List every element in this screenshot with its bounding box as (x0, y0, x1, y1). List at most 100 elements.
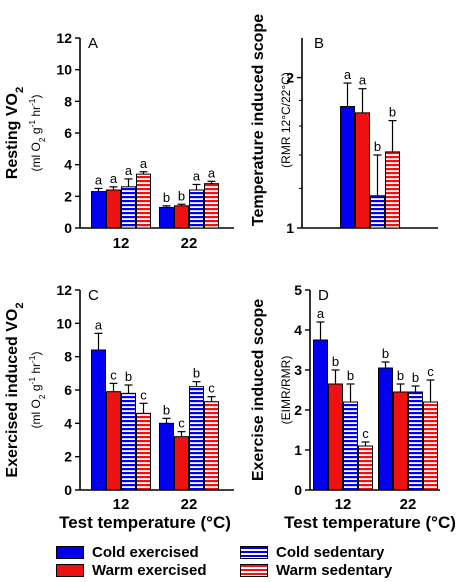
panel-c-ytick-label: 8 (64, 349, 72, 365)
panel-a-ytick-label: 2 (64, 188, 72, 204)
panel-a-letter-warm-exercised: b (178, 188, 185, 203)
panel-b-bar-cold-sedentary (370, 195, 385, 229)
panel-c-letter-cold-sedentary: b (193, 366, 200, 381)
panel-c-bar-cold-exercised (91, 349, 106, 491)
legend-swatch-warm-exercised (56, 563, 84, 577)
panel-c-bar-warm-exercised (106, 391, 121, 491)
panel-a-bar-warm-exercised (174, 205, 189, 229)
panel-c-bar-warm-sedentary (136, 412, 151, 491)
legend-item-cold-sedentary: Cold sedentary (240, 542, 384, 562)
panel-c-letter-warm-exercised: c (178, 416, 185, 431)
panel-a-ylabel: Resting VO2 (4, 87, 26, 179)
panel-d-ytick-label: 0 (294, 482, 302, 498)
panel-b-ylabel: Temperature induced scope (250, 14, 267, 226)
panel-d-bar-warm-exercised (393, 391, 408, 491)
panel-a-letter-warm-exercised: a (110, 171, 118, 186)
panel-b-bar-warm-exercised (355, 112, 370, 229)
panel-a-bar-cold-exercised (91, 191, 106, 229)
panel-b-ytick-label: 1 (286, 220, 294, 236)
panel-c-xlabel: Test temperature (°C) (59, 513, 231, 532)
panel-c-ylabel: Exercised induced VO2 (4, 302, 26, 477)
panel-a-letter-cold-exercised: b (163, 190, 170, 205)
panel-d-letter-cold-exercised: b (382, 346, 389, 361)
panel-d-xtick-label: 22 (400, 496, 417, 513)
panel-a-letter-warm-sedentary: a (140, 156, 148, 171)
panel-a-ytick-label: 8 (64, 93, 72, 109)
panel-b-ytick-label: 2 (286, 70, 294, 86)
panel-d-letter: D (318, 287, 329, 304)
panel-a-bar-cold-exercised (159, 206, 174, 229)
legend-item-warm-sedentary: Warm sedentary (240, 560, 392, 580)
panel-a-ylabel-units: (ml O2 g-1 hr-1) (27, 95, 47, 172)
panel-a-ytick-label: 4 (64, 157, 72, 173)
panel-a-ytick-label: 0 (64, 220, 72, 236)
panel-a-letter-cold-sedentary: a (193, 168, 201, 183)
panel-d-bar-cold-exercised (313, 339, 328, 491)
panel-d-letter-cold-sedentary: b (347, 368, 354, 383)
panel-a-bar-warm-sedentary (136, 173, 151, 229)
panel-a-ytick-label: 12 (56, 30, 72, 46)
panel-b-bar-cold-exercised (340, 106, 355, 229)
panel-b-letter-cold-sedentary: b (374, 139, 381, 154)
legend-label-warm-sedentary: Warm sedentary (276, 561, 393, 579)
panel-c-bar-cold-sedentary (189, 386, 204, 491)
panel-a-ytick-label: 6 (64, 125, 72, 141)
panel-d-bar-cold-exercised (378, 367, 393, 491)
panel-d-bar-warm-sedentary (358, 445, 373, 491)
panel-c-bar-warm-sedentary (204, 401, 219, 491)
panel-a-xtick-label: 12 (113, 235, 130, 252)
panel-c-ytick-label: 6 (64, 382, 72, 398)
panel-d-letter-warm-exercised: b (332, 354, 339, 369)
panel-b: 1 2 B Temperature induced scope (RMR 12°C/22… (250, 14, 438, 236)
panel-d-letter-warm-sedentary: c (427, 364, 434, 379)
panel-c-letter-cold-exercised: a (95, 317, 103, 332)
panel-d-bar-cold-sedentary (343, 401, 358, 491)
panel-b-letter-warm-exercised: a (359, 73, 367, 88)
panel-d-ytick-label: 5 (294, 282, 302, 298)
legend-swatch-cold-sedentary (240, 545, 268, 559)
panel-c-letter-warm-sedentary: c (140, 387, 147, 402)
legend-swatch-warm-sedentary (240, 563, 268, 577)
legend-item-cold-exercised: Cold exercised (56, 542, 199, 562)
panel-d-letter-cold-sedentary: b (412, 370, 419, 385)
panel-c-bar-warm-exercised (174, 436, 189, 491)
panel-c-letter-cold-sedentary: b (125, 369, 132, 384)
panel-d-ytick-label: 3 (294, 362, 302, 378)
panel-c-letter-cold-exercised: b (163, 402, 170, 417)
panel-c-ytick-label: 2 (64, 449, 72, 465)
legend-label-cold-sedentary: Cold sedentary (276, 543, 385, 561)
panel-c-letter-warm-sedentary: c (208, 381, 215, 396)
panel-d-bar-warm-sedentary (423, 401, 438, 491)
legend-item-warm-exercised: Warm exercised (56, 560, 207, 580)
panel-d-letter-cold-exercised: a (317, 306, 325, 321)
panel-a-letter: A (88, 35, 98, 52)
panel-c-ytick-label: 10 (56, 315, 72, 331)
legend-label-warm-exercised: Warm exercised (92, 561, 207, 579)
panel-c-bar-cold-exercised (159, 422, 174, 491)
panel-d-bar-warm-exercised (328, 383, 343, 491)
panel-a-letter-cold-exercised: a (95, 172, 103, 187)
legend-label-cold-exercised: Cold exercised (92, 543, 199, 561)
panel-d-ylabel: Exercise induced scope (250, 299, 267, 481)
panel-d-ytick-label: 1 (294, 442, 302, 458)
panel-b-ylabel-units: (RMR 12°C/22°C) (279, 72, 293, 168)
panel-b-letter-warm-sedentary: b (389, 105, 396, 120)
panel-d-xlabel: Test temperature (°C) (284, 513, 456, 532)
panel-d-ylabel-units: (EIMR/RMR) (279, 356, 293, 425)
panel-c: 0 2 4 6 8 10 12 C Exercised induced VO2(ml O2 g-… (4, 282, 234, 532)
panel-a-bar-warm-exercised (106, 189, 121, 229)
panel-a-bar-warm-sedentary (204, 183, 219, 229)
panel-c-bar-cold-sedentary (121, 392, 136, 491)
panel-c-ytick-label: 4 (64, 415, 72, 431)
panel-c-xtick-label: 12 (113, 496, 130, 513)
panel-b-letter: B (314, 35, 324, 52)
panel-d-ytick-label: 4 (294, 322, 302, 338)
panel-d-xtick-label: 12 (335, 496, 352, 513)
panel-d-ytick-label: 2 (294, 402, 302, 418)
panel-b-bar-warm-sedentary (385, 151, 400, 229)
panel-a-letter-cold-sedentary: a (125, 163, 133, 178)
